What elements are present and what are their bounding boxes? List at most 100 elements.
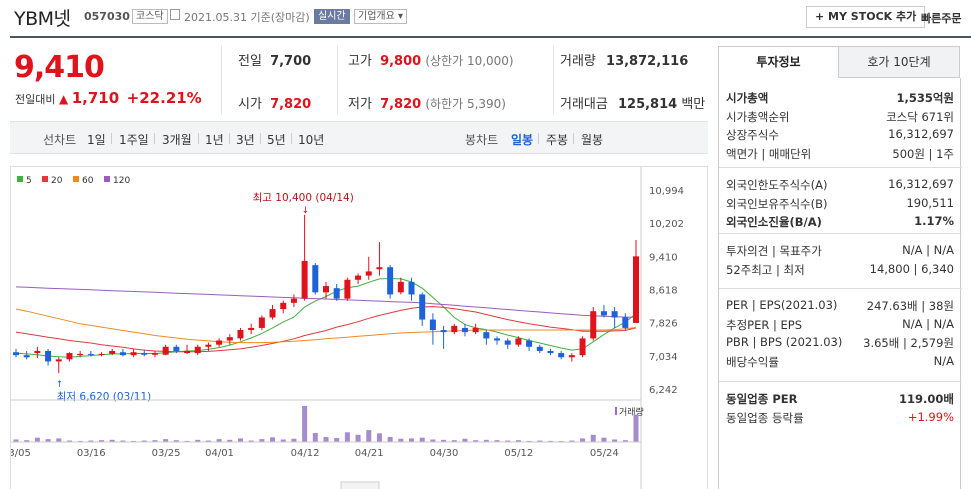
high-value: 9,800 — [380, 54, 422, 69]
invest-row: 외국인소진율(B/A) 1.17% — [726, 214, 954, 232]
invest-row-label: 추정PER | EPS — [726, 317, 803, 332]
upper-limit: (상한가 10,000) — [425, 54, 514, 68]
invest-row: PBR | BPS (2021.03) 3.65배 | 2,579원 — [726, 335, 954, 353]
invest-row-value: 1.17% — [914, 214, 954, 228]
volume-bar — [120, 440, 126, 442]
volume-bar — [34, 437, 40, 442]
volume-bar — [355, 434, 361, 442]
candle-body — [494, 338, 501, 341]
volume-bar — [323, 436, 329, 442]
tab-orderbook[interactable]: 호가 10단계 — [838, 46, 960, 78]
candle-body — [34, 350, 41, 354]
volume-bar — [580, 438, 586, 442]
high-label: 고가 — [348, 54, 372, 69]
price-chart[interactable]: 10,994 10,202 9,410 8,618 7,826 7,034 6,242 5 20… — [2, 166, 708, 489]
candle-body — [323, 286, 329, 293]
legend-swatch — [73, 176, 79, 182]
y-tick-label: 7,826 — [649, 319, 678, 330]
change-label: 전일대비 — [15, 93, 56, 106]
divider — [337, 46, 338, 114]
divider — [538, 133, 539, 144]
invest-row-value: 119.00배 — [899, 392, 954, 406]
candle-body — [290, 298, 297, 303]
invest-row-label: 배당수익률 — [726, 354, 779, 369]
candle-body — [590, 311, 597, 339]
up-arrow-icon: ↑ — [56, 380, 64, 390]
ma-line-20 — [15, 306, 637, 353]
candle-body — [451, 325, 458, 333]
candle-body — [547, 350, 554, 354]
prev-close: 전일 7,700 — [238, 50, 311, 69]
volume-bar — [270, 437, 276, 442]
candle-body — [397, 281, 404, 293]
period-10y[interactable]: 10년 — [298, 133, 325, 147]
trade-amount: 거래대금 125,814 백만 — [560, 93, 705, 112]
volume-bar — [99, 440, 105, 442]
period-1d[interactable]: 1일 — [87, 133, 106, 147]
period-3y[interactable]: 3년 — [236, 133, 255, 147]
candle-body — [333, 288, 340, 299]
header-divider — [10, 36, 971, 38]
candle-body — [130, 352, 137, 356]
candle-chart-label: 봉차트 — [465, 133, 499, 147]
invest-row-value: 500원 | 1주 — [892, 146, 954, 161]
candle-body — [440, 330, 447, 333]
divider — [719, 381, 962, 382]
invest-row: 투자의견 | 목표주가 N/A | N/A — [726, 243, 954, 261]
invest-row-label: PBR | BPS (2021.03) — [726, 335, 843, 349]
period-weekly[interactable]: 주봉 — [546, 133, 569, 147]
invest-row-label: 동일업종 PER — [726, 392, 798, 406]
period-1w[interactable]: 1주일 — [119, 133, 149, 147]
volume-bar — [366, 430, 372, 442]
candle-body — [568, 355, 575, 358]
candle-body — [387, 267, 394, 295]
period-3m[interactable]: 3개월 — [162, 133, 192, 147]
legend-label: 120 — [113, 176, 130, 186]
volume-bar — [56, 438, 62, 442]
candle-body — [600, 311, 607, 316]
volume-bar — [537, 440, 543, 442]
x-tick-label: 03/05 — [11, 448, 31, 459]
volume-bar — [344, 432, 350, 442]
company-overview-dropdown[interactable]: 기업개요 ▾ — [354, 9, 407, 24]
volume-bar — [205, 440, 211, 442]
divider — [111, 133, 112, 144]
calendar-icon — [170, 9, 180, 20]
volume-bar — [473, 440, 479, 442]
realtime-button[interactable]: 실시간 — [314, 9, 350, 24]
quick-order-link[interactable]: 빠른주문 — [921, 12, 962, 25]
invest-row-label: 외국인보유주식수(B) — [726, 196, 828, 211]
invest-row-value: 247.63배 | 38원 — [866, 299, 954, 313]
invest-row-value: 16,312,697 — [888, 127, 954, 141]
volume-bar — [633, 414, 639, 442]
volume-bar — [88, 440, 94, 442]
candle-body — [162, 346, 169, 355]
candle-body — [269, 309, 276, 318]
add-my-stock-button[interactable]: + MY STOCK 추가 — [806, 6, 926, 28]
period-monthly[interactable]: 월봉 — [581, 133, 604, 147]
candle-body — [344, 279, 351, 299]
period-5y[interactable]: 5년 — [267, 133, 286, 147]
period-1y[interactable]: 1년 — [205, 133, 224, 147]
volume-bar — [131, 440, 137, 442]
volume-bar — [184, 440, 190, 442]
invest-row-value: 3.65배 | 2,579원 — [863, 336, 954, 350]
divider — [719, 233, 962, 234]
quote-date: 2021.05.31 기준(장마감) — [184, 11, 310, 24]
invest-row-label: 액면가 | 매매단위 — [726, 146, 812, 161]
candle-body — [23, 355, 30, 358]
volume-bar — [451, 440, 457, 442]
period-daily[interactable]: 일봉 — [511, 133, 534, 147]
low-annotation: 최저 6,620 (03/11) — [57, 391, 152, 403]
invest-row: 시가총액 1,535억원 — [726, 90, 954, 108]
high-annotation: 최고 10,400 (04/14) — [253, 192, 354, 204]
low-value: 7,820 — [380, 97, 422, 112]
volume-bar — [515, 440, 521, 442]
volume-bar — [483, 439, 489, 442]
prev-close-value: 7,700 — [270, 54, 312, 69]
amount-unit: 백만 — [681, 97, 706, 112]
candle-body — [429, 319, 436, 331]
volume-bar — [152, 440, 158, 442]
invest-row: 액면가 | 매매단위 500원 | 1주 — [726, 146, 954, 164]
tab-invest-info[interactable]: 투자정보 — [718, 46, 839, 78]
